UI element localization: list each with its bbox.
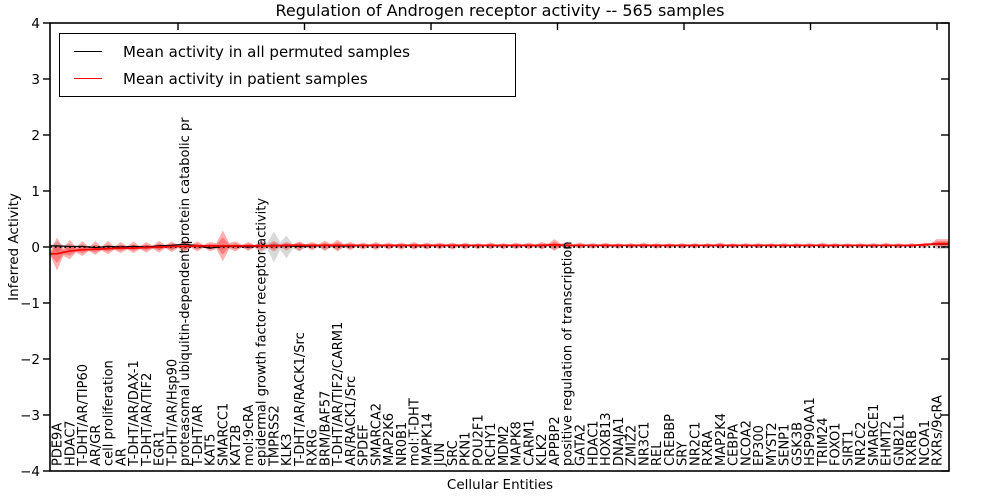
x-tick-label: SMARCC1 (216, 403, 231, 466)
legend: Mean activity in all permuted samples Me… (59, 33, 516, 97)
x-tick-label: GNB2L1 (892, 413, 907, 466)
y-tick-label: 2 (31, 128, 40, 144)
x-tick-label: HOXB13 (599, 412, 614, 466)
x-tick-label: NR2C1 (688, 422, 703, 466)
x-tick-label: HDAC1 (586, 420, 601, 466)
y-tick-label: 0 (31, 240, 40, 256)
x-tick-label: KLK3 (280, 433, 295, 466)
x-tick-label: T-DHT/AR/RACK1/Src (293, 332, 308, 467)
y-axis-title: Inferred Activity (6, 193, 22, 301)
x-tick-label: MDM2 (497, 425, 512, 466)
x-tick-label: proteasomal ubiquitin-dependent protein … (178, 117, 193, 466)
x-axis-title: Cellular Entities (446, 477, 554, 493)
x-tick-label: T-DHT/AR/TIF2 (140, 373, 155, 467)
x-tick-label: RXRB (905, 430, 920, 466)
x-tick-label: CEBPA (727, 424, 742, 466)
x-tick-label: FOXO1 (829, 423, 844, 466)
y-tick-label: 4 (31, 16, 40, 32)
x-tick-label: REL (650, 441, 665, 466)
x-tick-label: SRY (676, 442, 691, 466)
legend-item-permuted: Mean activity in all permuted samples (60, 43, 515, 61)
x-tick-label: AR/RACK1/Src (344, 376, 359, 466)
x-tick-label: T-DHT/AR/Hsp90 (165, 359, 180, 467)
chart-title: Regulation of Androgen receptor activity… (275, 1, 725, 20)
x-tick-label: CREBBP (663, 414, 678, 466)
x-tick-label: EP300 (752, 425, 767, 466)
y-tick-label: −4 (20, 464, 40, 480)
y-tick-label: −2 (20, 352, 40, 368)
x-tick-label: SMARCE1 (867, 404, 882, 466)
y-tick-label: −3 (20, 408, 40, 424)
x-tick-label: DNAJA1 (612, 417, 627, 466)
confidence-band-patient-inner (50, 237, 949, 263)
x-tick-label: MAP2K4 (714, 413, 729, 466)
x-tick-label: EGR1 (153, 430, 168, 466)
x-tick-label: RXRG (306, 429, 321, 466)
x-tick-label: MAPK14 (420, 413, 435, 466)
x-tick-label: NR3C1 (637, 422, 652, 466)
x-tick-label: MAPK8 (510, 421, 525, 466)
x-tick-label: GATA2 (573, 424, 588, 466)
y-tick-label: 1 (31, 184, 40, 200)
x-tick-label: TMPRSS2 (267, 405, 282, 467)
x-tick-label: T-DHT/AR/TIP60 (76, 364, 91, 467)
x-tick-label: mol:T-DHT (408, 398, 423, 466)
legend-label-permuted: Mean activity in all permuted samples (123, 42, 410, 61)
x-tick-label: POU2F1 (471, 414, 486, 466)
x-tick-label: JUN (433, 443, 448, 467)
x-tick-label: KLK2 (535, 433, 550, 466)
x-tick-label: NCOA1 (918, 420, 933, 466)
legend-label-patient: Mean activity in patient samples (123, 69, 368, 88)
x-tick-label: PKN1 (459, 432, 474, 466)
x-tick-label: CARM1 (522, 420, 537, 467)
x-tick-label: RXRA (701, 431, 716, 466)
x-tick-label: RXRs/9cRA (931, 395, 946, 466)
x-tick-label: ZMIZ2 (625, 425, 640, 466)
x-tick-label: SRC (446, 440, 461, 466)
x-tick-label: cell proliferation (102, 360, 117, 466)
x-tick-label: positive regulation of transcription (561, 241, 576, 466)
x-tick-label: epidermal growth factor receptor activit… (255, 198, 270, 466)
y-tick-label: 3 (31, 72, 40, 88)
x-tick-label: T-DHT/AR (191, 405, 206, 467)
legend-item-patient: Mean activity in patient samples (60, 70, 515, 88)
x-tick-label: SMARCA2 (369, 403, 384, 466)
x-tick-label: PDE9A (51, 423, 66, 466)
x-tick-label: APPBP2 (548, 416, 563, 466)
x-tick-label: NR0B1 (395, 422, 410, 466)
x-tick-label: EHMT2 (880, 421, 895, 466)
x-tick-label: T-DHT/AR/DAX-1 (127, 360, 142, 467)
y-tick-label: −1 (20, 296, 40, 312)
x-tick-label: T-DHT/AR/TIF2/CARM1 (331, 322, 346, 467)
x-tick-label: AR/GR (89, 425, 104, 466)
x-tick-label: AR (114, 448, 129, 466)
x-tick-label: HDAC7 (63, 420, 78, 466)
x-tick-label: SENP1 (778, 424, 793, 466)
x-tick-label: KAT2B (229, 425, 244, 466)
x-tick-label: RCHY1 (484, 423, 499, 466)
confidence-band-permuted (50, 231, 949, 263)
series-line-patient (50, 242, 949, 255)
x-tick-label: MYST2 (765, 422, 780, 466)
x-tick-label: mol:9cRA (242, 404, 257, 466)
x-tick-label: KAT5 (204, 434, 219, 466)
x-tick-label: TRIM24 (816, 417, 831, 467)
x-tick-label: SIRT1 (841, 430, 856, 466)
x-tick-label: NCOA2 (739, 420, 754, 466)
x-tick-label: BRM/BAF57 (318, 391, 333, 466)
x-tick-label: MAP2K6 (382, 413, 397, 466)
legend-line-red-icon (74, 78, 102, 79)
legend-line-black-icon (74, 51, 102, 52)
x-tick-label: GSK3B (790, 422, 805, 466)
x-tick-label: NR2C2 (854, 422, 869, 466)
x-tick-label: HSP90AA1 (803, 397, 818, 466)
x-tick-label: SPDEF (357, 424, 372, 466)
